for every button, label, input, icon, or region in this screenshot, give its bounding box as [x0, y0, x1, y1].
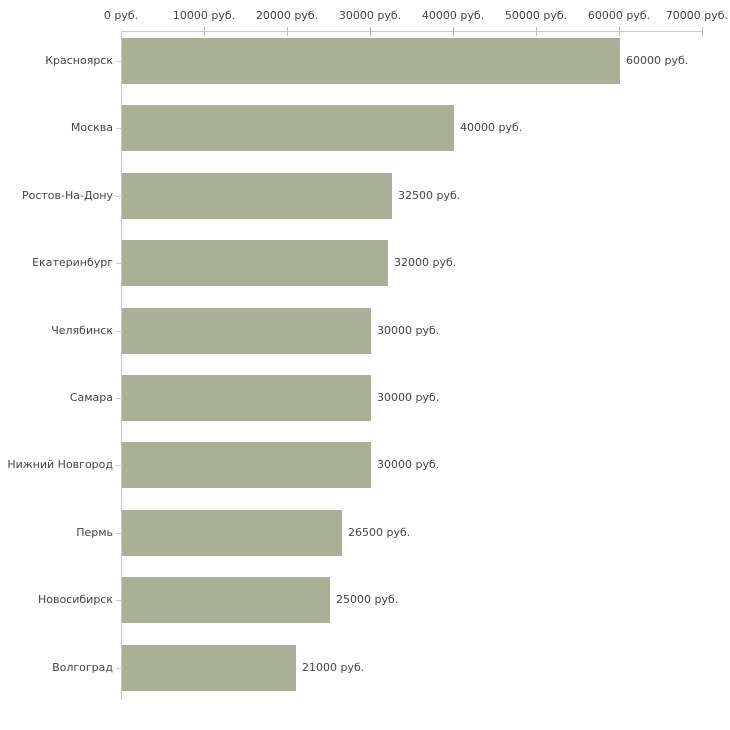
bar	[122, 308, 371, 354]
category-label: Нижний Новгород	[7, 458, 113, 471]
x-tick-mark	[287, 27, 288, 36]
y-tick-mark	[116, 533, 121, 534]
x-axis-line	[121, 31, 703, 32]
x-tick-label: 70000 руб.	[665, 9, 728, 22]
bar	[122, 173, 392, 219]
bar	[122, 240, 388, 286]
bar	[122, 105, 454, 151]
bar	[122, 442, 371, 488]
y-tick-mark	[116, 668, 121, 669]
x-tick-label: 20000 руб.	[255, 9, 319, 22]
category-label: Самара	[69, 391, 113, 404]
y-tick-mark	[116, 61, 121, 62]
bar	[122, 645, 296, 691]
x-tick-label: 30000 руб.	[338, 9, 402, 22]
value-label: 60000 руб.	[626, 54, 689, 67]
category-label: Екатеринбург	[32, 256, 113, 269]
value-label: 30000 руб.	[377, 458, 440, 471]
bar	[122, 510, 342, 556]
x-tick-mark	[453, 27, 454, 36]
value-label: 32500 руб.	[398, 189, 461, 202]
bar	[122, 375, 371, 421]
x-tick-label: 10000 руб.	[172, 9, 236, 22]
x-tick-label: 50000 руб.	[504, 9, 568, 22]
y-tick-mark	[116, 398, 121, 399]
y-axis-line	[121, 31, 122, 700]
value-label: 26500 руб.	[348, 526, 411, 539]
x-tick-mark	[536, 27, 537, 36]
value-label: 30000 руб.	[377, 391, 440, 404]
x-tick-mark	[702, 27, 703, 36]
category-label: Москва	[70, 121, 113, 134]
value-label: 40000 руб.	[460, 121, 523, 134]
bar	[122, 38, 620, 84]
y-tick-mark	[116, 196, 121, 197]
x-tick-label: 0 руб.	[103, 9, 139, 22]
value-label: 21000 руб.	[302, 661, 365, 674]
value-label: 32000 руб.	[394, 256, 457, 269]
category-label: Волгоград	[52, 661, 113, 674]
y-tick-mark	[116, 331, 121, 332]
bar	[122, 577, 330, 623]
value-label: 25000 руб.	[336, 593, 399, 606]
value-label: 30000 руб.	[377, 324, 440, 337]
x-tick-mark	[204, 27, 205, 36]
x-tick-label: 40000 руб.	[421, 9, 485, 22]
category-label: Новосибирск	[37, 593, 113, 606]
x-tick-mark	[370, 27, 371, 36]
x-tick-label: 60000 руб.	[587, 9, 651, 22]
y-tick-mark	[116, 263, 121, 264]
y-tick-mark	[116, 465, 121, 466]
category-label: Челябинск	[51, 324, 113, 337]
y-tick-mark	[116, 600, 121, 601]
category-label: Пермь	[76, 526, 113, 539]
x-tick-mark	[619, 27, 620, 36]
category-label: Красноярск	[45, 54, 113, 67]
category-label: Ростов-На-Дону	[21, 189, 113, 202]
y-tick-mark	[116, 128, 121, 129]
